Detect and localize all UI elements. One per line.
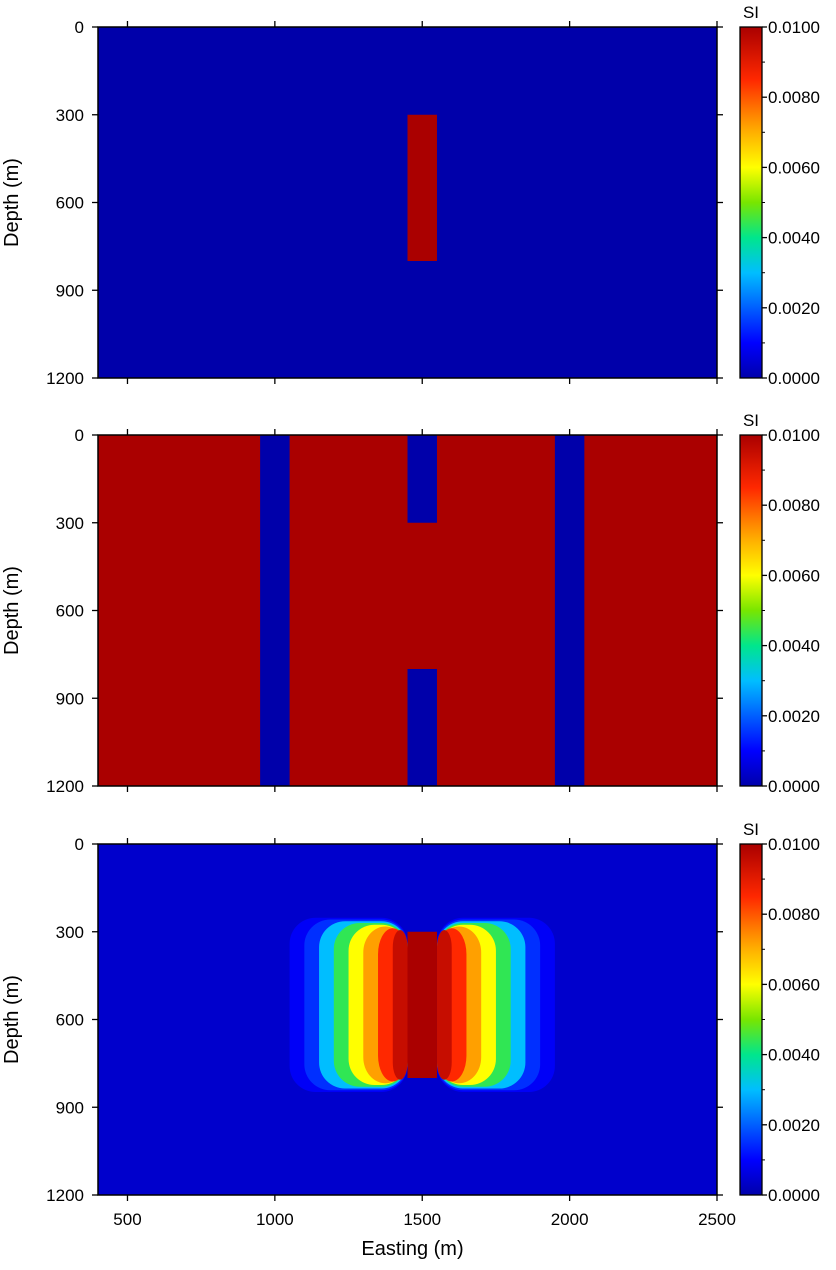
y-tick-label: 0 [75, 426, 84, 445]
x-tick-label: 500 [113, 1210, 141, 1229]
y-tick-label: 1200 [46, 369, 84, 388]
colorbar-tick-label: 0.0040 [768, 637, 820, 656]
y-tick-label: 0 [75, 835, 84, 854]
colorbar [740, 27, 762, 378]
y-axis-title: Depth (m) [1, 566, 23, 655]
y-axis-title: Depth (m) [1, 975, 23, 1064]
colorbar-tick-label: 0.0040 [768, 229, 820, 248]
colorbar-tick-label: 0.0100 [768, 18, 820, 37]
colorbar-tick-label: 0.0080 [768, 905, 820, 924]
y-tick-label: 900 [56, 689, 84, 708]
y-tick-label: 1200 [46, 777, 84, 796]
y-tick-label: 900 [56, 1098, 84, 1117]
y-tick-label: 600 [56, 602, 84, 621]
panel-bottom: 0 300 600 900 1200 500 1000 1500 2000 2500 Depth (… [1, 820, 820, 1260]
colorbar-label: SI [743, 3, 759, 22]
heatmap-block [407, 114, 437, 261]
y-tick-label: 900 [56, 281, 84, 300]
y-tick-label: 600 [56, 1011, 84, 1030]
x-tick-label: 2500 [698, 1210, 736, 1229]
y-tick-label: 1200 [46, 1186, 84, 1205]
heatmap-block [407, 669, 437, 786]
colorbar-tick-label: 0.0060 [768, 566, 820, 585]
x-tick-label: 1500 [403, 1210, 441, 1229]
colorbar-tick-label: 0.0000 [768, 369, 820, 388]
colorbar-label: SI [743, 820, 759, 839]
colorbar-tick-label: 0.0060 [768, 975, 820, 994]
colorbar-label: SI [743, 411, 759, 430]
colorbar-tick-label: 0.0000 [768, 1186, 820, 1205]
y-tick-label: 0 [75, 18, 84, 37]
colorbar-tick-label: 0.0080 [768, 88, 820, 107]
y-tick-label: 300 [56, 106, 84, 125]
heatmap-block [260, 435, 290, 786]
panel-top: 0 300 600 900 1200 Depth (m) SI 0.0100 0.0080 0.0… [1, 3, 820, 388]
y-tick-label: 600 [56, 194, 84, 213]
colorbar-tick-label: 0.0020 [768, 707, 820, 726]
colorbar [740, 844, 762, 1195]
colorbar-tick-label: 0.0020 [768, 299, 820, 318]
colorbar-tick-label: 0.0100 [768, 835, 820, 854]
y-tick-label: 300 [56, 923, 84, 942]
anomaly-core [407, 931, 437, 1078]
x-tick-label: 2000 [551, 1210, 589, 1229]
x-axis-title: Easting (m) [361, 1238, 463, 1260]
y-axis-title: Depth (m) [1, 158, 23, 247]
colorbar-tick-label: 0.0040 [768, 1046, 820, 1065]
colorbar [740, 435, 762, 786]
y-tick-label: 300 [56, 514, 84, 533]
colorbar-tick-label: 0.0100 [768, 426, 820, 445]
colorbar-tick-label: 0.0080 [768, 496, 820, 515]
heatmap-block [554, 435, 585, 786]
colorbar-tick-label: 0.0020 [768, 1116, 820, 1135]
panel-middle: 0 300 600 900 1200 Depth (m) SI 0.0100 0.0080 0.0… [1, 411, 820, 796]
x-tick-label: 1000 [256, 1210, 294, 1229]
anomaly-halo-right [436, 929, 452, 1080]
colorbar-tick-label: 0.0060 [768, 158, 820, 177]
anomaly-halo-left [392, 929, 408, 1080]
heatmap-block [407, 435, 437, 523]
colorbar-tick-label: 0.0000 [768, 777, 820, 796]
